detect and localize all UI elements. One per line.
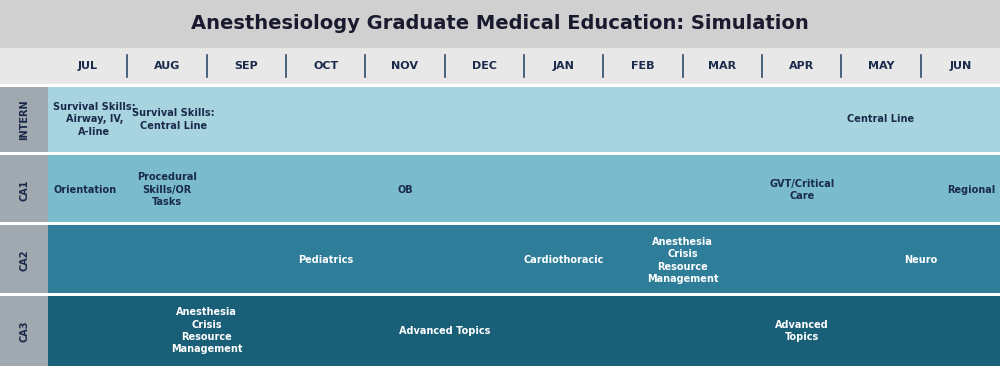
FancyBboxPatch shape [0, 222, 1000, 225]
Text: Neuro: Neuro [904, 255, 937, 265]
FancyBboxPatch shape [0, 84, 48, 366]
Text: INTERN: INTERN [19, 99, 29, 140]
Text: CA3: CA3 [19, 320, 29, 341]
FancyBboxPatch shape [0, 84, 1000, 87]
Text: JUN: JUN [949, 61, 971, 71]
Text: MAR: MAR [708, 61, 736, 71]
Text: NOV: NOV [391, 61, 418, 71]
Text: Advanced
Topics: Advanced Topics [775, 320, 829, 342]
FancyBboxPatch shape [0, 48, 1000, 84]
FancyBboxPatch shape [0, 0, 1000, 48]
Text: MAY: MAY [868, 61, 894, 71]
Text: Pediatrics: Pediatrics [298, 255, 353, 265]
Text: Anesthesiology Graduate Medical Education: Simulation: Anesthesiology Graduate Medical Educatio… [191, 14, 809, 33]
FancyBboxPatch shape [48, 84, 1000, 154]
Text: Orientation: Orientation [53, 185, 116, 195]
Text: JAN: JAN [553, 61, 575, 71]
Text: GVT/Critical
Care: GVT/Critical Care [769, 179, 834, 201]
Text: APR: APR [789, 61, 814, 71]
Text: AUG: AUG [154, 61, 180, 71]
Text: SEP: SEP [234, 61, 258, 71]
FancyBboxPatch shape [0, 152, 1000, 154]
Text: Anesthesia
Crisis
Resource
Management: Anesthesia Crisis Resource Management [647, 237, 718, 284]
Text: Advanced Topics: Advanced Topics [399, 326, 490, 336]
Text: JUL: JUL [78, 61, 98, 71]
Text: Procedural
Skills/OR
Tasks: Procedural Skills/OR Tasks [137, 172, 197, 207]
Text: OB: OB [397, 185, 413, 195]
Text: CA2: CA2 [19, 250, 29, 271]
Text: Survival Skills:
Airway, IV,
A-line: Survival Skills: Airway, IV, A-line [53, 102, 136, 137]
Text: CA1: CA1 [19, 179, 29, 201]
FancyBboxPatch shape [48, 154, 1000, 225]
Text: Anesthesia
Crisis
Resource
Management: Anesthesia Crisis Resource Management [171, 307, 242, 354]
FancyBboxPatch shape [48, 296, 1000, 366]
FancyBboxPatch shape [48, 225, 1000, 296]
Text: Survival Skills:
Central Line: Survival Skills: Central Line [132, 108, 215, 131]
Text: DEC: DEC [472, 61, 497, 71]
Text: Regional: Regional [947, 185, 995, 195]
FancyBboxPatch shape [0, 293, 1000, 296]
Text: Cardiothoracic: Cardiothoracic [523, 255, 604, 265]
Text: FEB: FEB [631, 61, 655, 71]
Text: OCT: OCT [313, 61, 338, 71]
Text: Central Line: Central Line [847, 115, 915, 124]
